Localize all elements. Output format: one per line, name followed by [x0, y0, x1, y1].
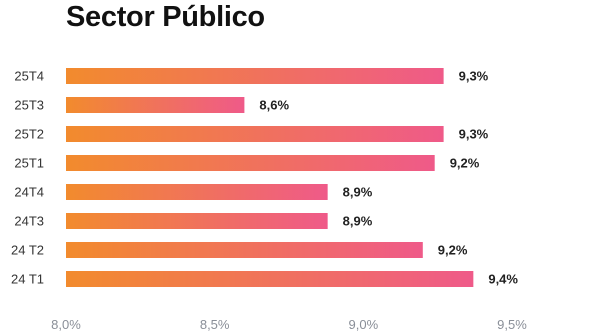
bar-24t1 — [66, 271, 474, 287]
chart-title: Sector Público — [66, 1, 265, 33]
bars-layer — [66, 68, 474, 287]
category-label: 24 T2 — [11, 243, 44, 258]
value-label: 9,2% — [438, 243, 468, 258]
category-label: 25T3 — [14, 98, 44, 113]
x-tick-label: 9,0% — [349, 317, 379, 332]
bar-25t4 — [66, 68, 444, 84]
x-tick-label: 9,5% — [497, 317, 527, 332]
value-label: 9,4% — [488, 272, 518, 287]
value-label: 8,9% — [343, 214, 373, 229]
value-label: 9,3% — [459, 69, 489, 84]
x-tick-label: 8,5% — [200, 317, 230, 332]
bar-24t2 — [66, 242, 423, 258]
category-label: 24 T1 — [11, 272, 44, 287]
value-label: 9,2% — [450, 156, 480, 171]
category-label: 25T2 — [14, 127, 44, 142]
category-labels: 25T4 25T3 25T2 25T1 24T4 24T3 24 T2 24 T1 — [11, 69, 44, 287]
x-tick-label: 8,0% — [51, 317, 81, 332]
value-label: 9,3% — [459, 127, 489, 142]
category-label: 24T3 — [14, 214, 44, 229]
category-label: 25T4 — [14, 69, 44, 84]
value-label: 8,9% — [343, 185, 373, 200]
category-label: 25T1 — [14, 156, 44, 171]
value-label: 8,6% — [259, 98, 289, 113]
bar-24t4 — [66, 184, 328, 200]
category-label: 24T4 — [14, 185, 44, 200]
bar-25t1 — [66, 155, 435, 171]
bar-25t2 — [66, 126, 444, 142]
bar-24t3 — [66, 213, 328, 229]
bar-25t3 — [66, 97, 245, 113]
x-axis-ticks: 8,0% 8,5% 9,0% 9,5% — [51, 317, 527, 332]
value-labels: 9,3% 8,6% 9,3% 9,2% 8,9% 8,9% 9,2% 9,4% — [259, 69, 518, 287]
